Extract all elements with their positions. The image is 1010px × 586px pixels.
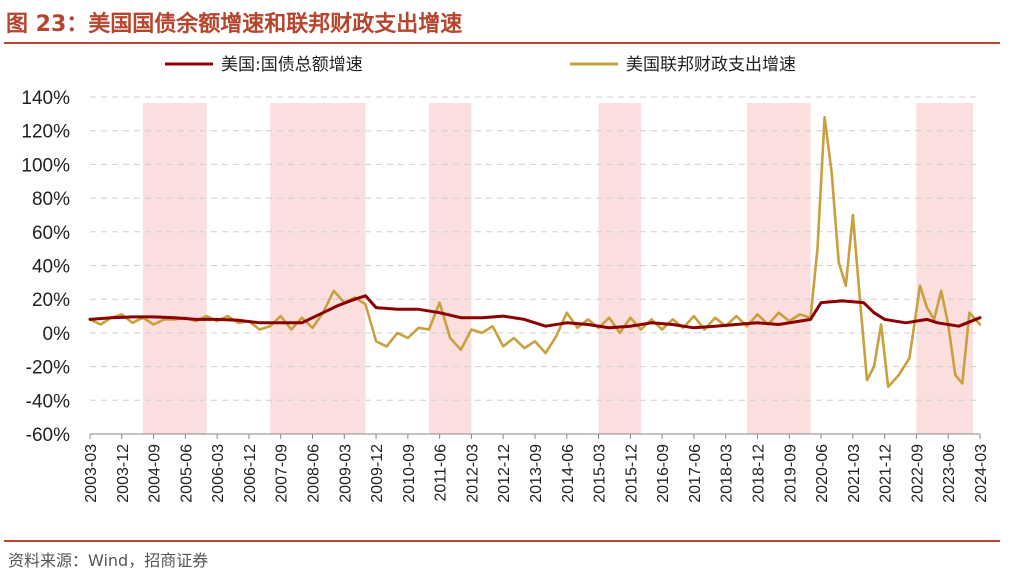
x-tick-label: 2022-09 xyxy=(909,444,926,503)
shaded-period xyxy=(746,103,811,434)
y-tick-label: 0% xyxy=(43,324,71,345)
x-tick-label: 2007-09 xyxy=(274,444,291,503)
source-note: 资料来源：Wind，招商证券 xyxy=(8,551,209,570)
x-tick-label: 2005-06 xyxy=(178,444,195,503)
legend: 美国:国债总额增速 美国联邦财政支出增速 xyxy=(165,55,796,75)
x-tick-label: 2014-06 xyxy=(560,444,577,503)
y-tick-label: 120% xyxy=(21,122,70,143)
x-tick-label: 2009-03 xyxy=(337,444,354,503)
x-tick-label: 2003-12 xyxy=(115,444,132,503)
x-tick-label: 2006-03 xyxy=(210,444,227,503)
x-tick-label: 2021-12 xyxy=(878,444,895,503)
x-axis: 2003-03 2003-12 2004-09 2005-06 2006-03 2006-… xyxy=(83,433,990,503)
y-tick-label: 20% xyxy=(32,290,70,311)
y-tick-label: -40% xyxy=(26,391,70,412)
shaded-period xyxy=(429,103,472,434)
x-tick-label: 2010-09 xyxy=(401,444,418,503)
y-tick-label: 40% xyxy=(32,257,70,278)
shaded-period xyxy=(142,103,207,434)
x-tick-label: 2004-09 xyxy=(147,444,164,503)
x-tick-label: 2015-03 xyxy=(592,444,609,503)
x-tick-label: 2019-09 xyxy=(782,444,799,503)
x-tick-label: 2016-09 xyxy=(655,444,672,503)
figure-title: 图 23：美国国债余额增速和联邦财政支出增速 xyxy=(6,12,463,37)
x-tick-label: 2018-12 xyxy=(751,444,768,503)
shaded-period xyxy=(270,103,366,434)
x-tick-label: 2012-03 xyxy=(464,444,481,503)
x-tick-label: 2008-06 xyxy=(306,444,323,503)
x-tick-label: 2003-03 xyxy=(83,444,100,503)
x-tick-label: 2013-09 xyxy=(528,444,545,503)
x-tick-label: 2011-06 xyxy=(433,444,450,502)
y-tick-label: -60% xyxy=(26,425,70,446)
y-axis: -60% -40% -20% 0% 20% 40% 60% 80% 100% 120% 140% xyxy=(21,88,70,446)
series-lines xyxy=(88,115,982,389)
y-tick-label: -20% xyxy=(26,358,70,379)
x-tick-label: 2017-06 xyxy=(687,444,704,503)
line-chart: -60% -40% -20% 0% 20% 40% 60% 80% 100% 120% 140% 2… xyxy=(21,55,990,503)
y-tick-label: 140% xyxy=(21,88,70,109)
shaded-period xyxy=(598,103,641,434)
shaded-period xyxy=(916,103,973,434)
gridlines xyxy=(90,96,980,401)
x-tick-label: 2023-06 xyxy=(941,444,958,503)
x-tick-label: 2015-12 xyxy=(623,444,640,503)
y-tick-label: 80% xyxy=(32,189,70,210)
x-tick-label: 2021-03 xyxy=(846,444,863,503)
x-tick-label: 2012-12 xyxy=(496,444,513,503)
x-tick-label: 2009-12 xyxy=(369,444,386,503)
x-tick-label: 2018-03 xyxy=(719,444,736,503)
series-line-debt-growth xyxy=(88,294,982,330)
legend-item-spending-growth: 美国联邦财政支出增速 xyxy=(626,55,796,75)
legend-item-debt-growth: 美国:国债总额增速 xyxy=(221,55,363,75)
x-tick-label: 2024-03 xyxy=(973,444,990,503)
x-tick-label: 2006-12 xyxy=(242,444,259,503)
bottom-divider xyxy=(4,540,1000,542)
shaded-periods xyxy=(142,103,973,434)
x-tick-label: 2020-06 xyxy=(814,444,831,503)
title-divider xyxy=(4,42,1000,44)
y-tick-label: 60% xyxy=(32,223,70,244)
y-tick-label: 100% xyxy=(21,155,70,176)
series-line-spending-growth xyxy=(88,115,982,389)
